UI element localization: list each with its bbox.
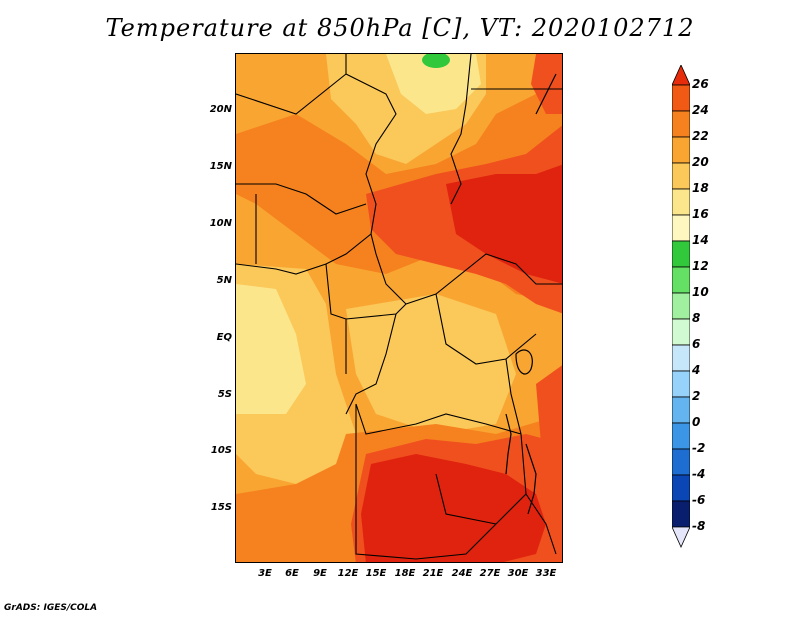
colorbar-label: 22: [692, 129, 709, 143]
lat-label-15s: 15S: [210, 502, 232, 513]
green-patch: [422, 54, 450, 68]
colorbar-cell: [672, 110, 690, 138]
colorbar-cell: [672, 344, 690, 372]
east-coast-hot: [536, 365, 562, 454]
colorbar-label: 18: [692, 181, 709, 195]
colorbar-label: 26: [692, 77, 709, 91]
lon-label-15e: 15E: [365, 568, 387, 579]
colorbar-cell: [672, 318, 690, 346]
lon-label-30e: 30E: [507, 568, 529, 579]
lat-label-15n: 15N: [209, 161, 232, 172]
lon-label-33e: 33E: [535, 568, 557, 579]
lon-label-27e: 27E: [479, 568, 501, 579]
colorbar-label: -4: [692, 467, 706, 481]
colorbar-cells: [672, 65, 690, 548]
colorbar-cell: [672, 84, 690, 112]
colorbar-label: -6: [692, 493, 706, 507]
temperature-map: [236, 54, 562, 562]
colorbar-top-triangle: [672, 65, 690, 86]
lon-label-6e: 6E: [285, 568, 299, 579]
lat-label-5n: 5N: [216, 275, 232, 286]
colorbar-cell: [672, 396, 690, 424]
colorbar-label: 6: [692, 337, 701, 351]
colorbar-label: -8: [692, 519, 706, 533]
lon-label-9e: 9E: [313, 568, 327, 579]
colorbar: [672, 65, 690, 548]
colorbar-label: 2: [692, 389, 701, 403]
map-title: Temperature at 850hPa [C], VT: 202010271…: [105, 14, 695, 42]
colorbar-label: 20: [692, 155, 709, 169]
colorbar-label: 12: [692, 259, 709, 273]
north-palest-region: [386, 54, 481, 114]
colorbar-cell: [672, 292, 690, 320]
colorbar-label: 14: [692, 233, 709, 247]
lat-label-10s: 10S: [210, 445, 232, 456]
colorbar-cell: [672, 370, 690, 398]
colorbar-label: 0: [692, 415, 701, 429]
central-basin: [346, 294, 516, 434]
colorbar-cell: [672, 136, 690, 164]
lon-label-24e: 24E: [451, 568, 473, 579]
colorbar-label: 4: [692, 363, 701, 377]
lon-label-18e: 18E: [394, 568, 416, 579]
lat-label-20n: 20N: [209, 104, 232, 115]
angola-hottest: [361, 454, 546, 562]
colorbar-label: 8: [692, 311, 701, 325]
country-borders: [236, 54, 562, 560]
lon-label-21e: 21E: [422, 568, 444, 579]
colorbar-label: -2: [692, 441, 706, 455]
colorbar-cell: [672, 240, 690, 268]
colorbar-label: 24: [692, 103, 709, 117]
colorbar-label: 10: [692, 285, 709, 299]
colorbar-cell: [672, 266, 690, 294]
lon-label-3e: 3E: [258, 568, 272, 579]
east-hottest-region: [446, 164, 562, 284]
lat-label-10n: 10N: [209, 218, 232, 229]
colorbar-label: 16: [692, 207, 709, 221]
colorbar-cell: [672, 214, 690, 242]
lake-outlines: [505, 73, 557, 515]
grads-credit: GrADS: IGES/COLA: [4, 603, 98, 613]
lat-label-eq: EQ: [216, 332, 232, 343]
lon-label-12e: 12E: [337, 568, 359, 579]
colorbar-cell: [672, 188, 690, 216]
map-frame: [235, 53, 563, 563]
colorbar-bottom-triangle: [672, 526, 690, 548]
colorbar-cell: [672, 448, 690, 476]
west-palest-strip: [236, 284, 306, 414]
northeast-corner: [531, 54, 562, 114]
lat-label-5s: 5S: [217, 389, 232, 400]
colorbar-cell: [672, 500, 690, 528]
colorbar-cell: [672, 162, 690, 190]
colorbar-cell: [672, 422, 690, 450]
colorbar-cell: [672, 474, 690, 502]
